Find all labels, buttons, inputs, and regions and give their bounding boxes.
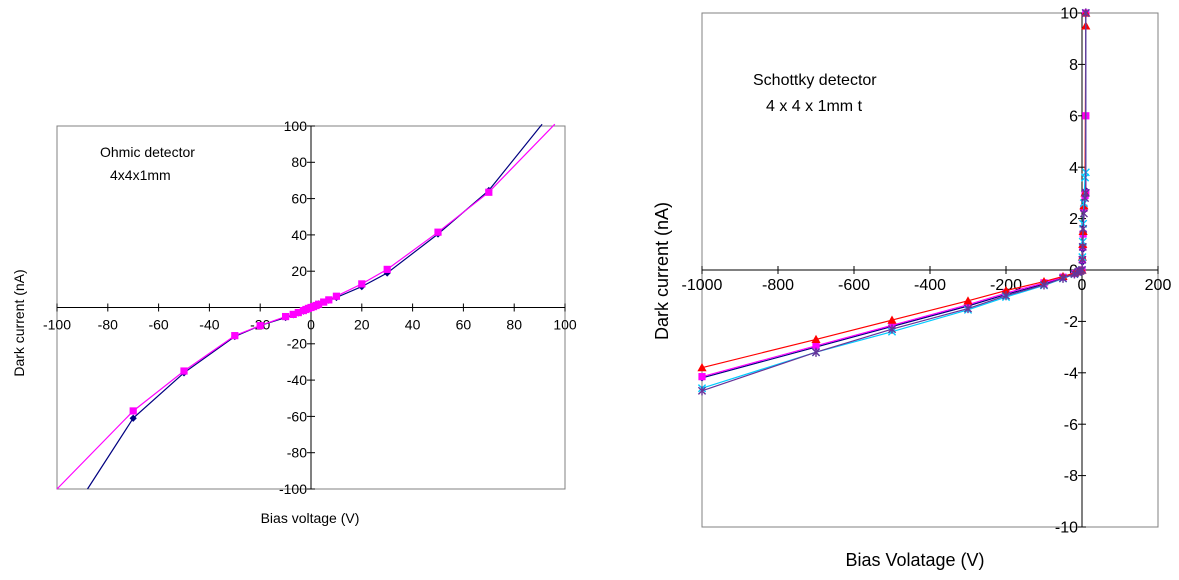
y-axis-label: Dark current (nA) [11, 269, 27, 376]
data-point-5 [1077, 265, 1087, 275]
x-tick-label: 20 [354, 317, 370, 333]
data-point-2 [294, 308, 302, 317]
y-tick-label: 6 [1069, 108, 1078, 125]
y-tick-label: -8 [1064, 468, 1078, 485]
x-tick-label: -60 [148, 317, 168, 333]
data-point-3 [811, 334, 821, 343]
data-point-5 [1039, 280, 1049, 290]
data-point-5 [697, 386, 707, 396]
data-point-1 [383, 269, 391, 277]
data-point-3 [887, 315, 897, 324]
data-point-2 [180, 367, 188, 375]
x-axis-label: Bias Volatage (V) [845, 550, 984, 570]
y-tick-label: 10 [1060, 6, 1078, 23]
annotation-line-2: 4 x 4 x 1mm t [766, 98, 863, 115]
y-tick-label: 20 [291, 263, 307, 279]
y-axis-label: Dark current (nA) [652, 202, 672, 340]
annotation-line-1: Ohmic detector [100, 144, 195, 160]
y-tick-label: -6 [1064, 417, 1078, 434]
y-tick-label: -40 [287, 372, 307, 388]
x-tick-label: -1000 [682, 277, 723, 294]
data-point-5 [1081, 8, 1090, 18]
data-point-2 [383, 265, 391, 273]
data-point-2 [332, 292, 340, 300]
data-point-3 [1001, 285, 1011, 295]
data-point-2 [698, 373, 706, 381]
data-point-2 [129, 407, 137, 415]
x-tick-label: -400 [914, 277, 946, 294]
y-tick-label: -60 [287, 408, 307, 424]
data-point-2 [325, 296, 333, 304]
x-tick-label: 80 [506, 317, 522, 333]
x-tick-label: -80 [98, 317, 118, 333]
x-tick-label: 0 [307, 317, 315, 333]
x-axis-label: Bias voltage (V) [261, 510, 360, 526]
y-tick-label: 100 [284, 118, 308, 134]
data-point-2 [434, 228, 442, 236]
x-tick-label: -200 [990, 277, 1022, 294]
data-point-2 [256, 322, 264, 330]
data-point-2 [812, 342, 820, 350]
y-tick-label: 60 [291, 191, 307, 207]
data-point-1 [129, 414, 137, 422]
data-point-5 [811, 347, 821, 357]
y-tick-label: 8 [1069, 57, 1078, 74]
data-point-5 [1079, 208, 1088, 219]
data-point-2 [315, 300, 323, 308]
data-point-2 [231, 332, 239, 340]
schottky-chart: -1000-800-600-400-2000200-10-8-6-4-20246… [652, 6, 1172, 570]
ohmic-chart: -100 -80 -60 -40 -200 20 40 60 80 100 -100 -80 -60 -4… [11, 118, 577, 526]
x-tick-label: -40 [199, 317, 219, 333]
y-tick-label: 80 [291, 154, 307, 170]
y-tick-label: 40 [291, 227, 307, 243]
x-tick-label: -800 [762, 277, 794, 294]
data-point-5 [963, 303, 973, 314]
data-point-5 [1001, 291, 1011, 301]
y-tick-label: -100 [279, 481, 307, 497]
data-point-2 [320, 298, 328, 306]
x-tick-label: 200 [1145, 277, 1172, 294]
series-line-3 [701, 13, 1087, 369]
y-tick-label: -80 [287, 445, 307, 461]
data-point-5 [887, 324, 897, 334]
data-point-3 [697, 363, 707, 372]
y-tick-label: 4 [1069, 160, 1078, 177]
data-point-5 [1081, 188, 1090, 198]
data-point-3 [963, 296, 973, 305]
y-tick-label: 2 [1069, 211, 1078, 228]
data-point-5 [1079, 224, 1088, 234]
annotation-line-2: 4x4x1mm [110, 167, 171, 183]
data-point-2 [485, 188, 493, 196]
data-point-2 [358, 280, 366, 288]
data-point-5 [1078, 242, 1087, 252]
y-tick-label: -20 [287, 336, 307, 352]
x-tick-label: -600 [838, 277, 870, 294]
y-tick-label: -2 [1064, 314, 1078, 331]
data-point-5 [1078, 255, 1087, 265]
data-point-5 [1058, 273, 1068, 283]
data-point-2 [289, 310, 297, 318]
y-tick-label: -10 [1055, 520, 1078, 537]
x-tick-label: 0 [1078, 277, 1087, 294]
x-tick-label: -100 [43, 317, 71, 333]
annotation-line-1: Schottky detector [753, 72, 877, 89]
x-tick-label: 100 [553, 317, 577, 333]
x-tick-label: 40 [405, 317, 421, 333]
x-tick-label: 60 [456, 317, 472, 333]
y-tick-label: -4 [1064, 365, 1078, 382]
data-point-2 [282, 312, 290, 321]
